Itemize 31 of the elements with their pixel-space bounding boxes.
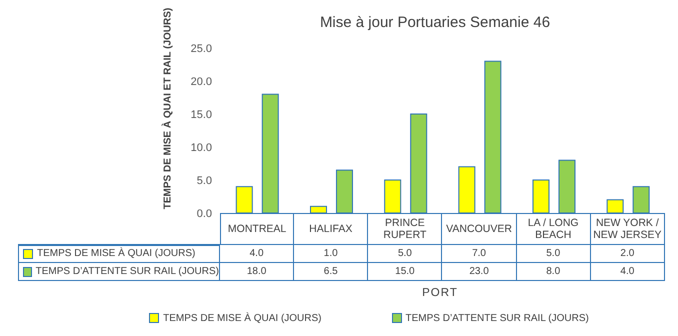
y-tick-label: 10.0	[190, 142, 212, 154]
x-axis-title: PORT	[421, 286, 459, 301]
data-label: 8.0	[516, 263, 591, 281]
data-label: 5.0	[516, 245, 591, 263]
data-label: 2.0	[590, 245, 665, 263]
data-label: 7.0	[442, 245, 517, 263]
x-tick-label: LA / LONG BEACH	[516, 213, 591, 245]
y-axis-title: TEMPS DE MISE À QUAI ET RAIL (JOURS)	[162, 8, 174, 210]
data-label: 15.0	[368, 263, 442, 281]
chart-title: Mise à jour Portuaries Semanie 46	[318, 13, 552, 33]
y-tick-label: 0.0	[196, 208, 212, 220]
legend-label: TEMPS D’ATTENTE SUR RAIL (JOURS)	[36, 266, 219, 278]
text: TEMPS DE MISE À QUAI (JOURS)	[163, 313, 322, 324]
data-label: 1.0	[294, 245, 368, 263]
x-tick-label: MONTREAL	[220, 213, 294, 245]
data-label: 6.5	[294, 263, 368, 281]
x-tick-label: NEW YORK / NEW JERSEY	[590, 213, 665, 245]
x-tick-label: PRINCE RUPERT	[368, 213, 442, 245]
data-label: 4.0	[590, 263, 665, 281]
x-tick-label: HALIFAX	[294, 213, 368, 245]
data-label: 18.0	[220, 263, 294, 281]
data-label: 23.0	[442, 263, 517, 281]
data-label: 5.0	[368, 245, 442, 263]
x-tick-label: VANCOUVER	[442, 213, 517, 245]
y-tick-label: 15.0	[190, 108, 212, 121]
legend-label: TEMPS DE MISE À QUAI (JOURS)	[37, 248, 196, 260]
y-tick-label: 5.0	[196, 174, 212, 187]
y-tick-label: 25.0	[190, 42, 212, 55]
text: TEMPS D’ATTENTE SUR RAIL (JOURS)	[406, 313, 589, 324]
data-label: 4.0	[220, 245, 294, 263]
y-tick-label: 20.0	[190, 76, 212, 88]
